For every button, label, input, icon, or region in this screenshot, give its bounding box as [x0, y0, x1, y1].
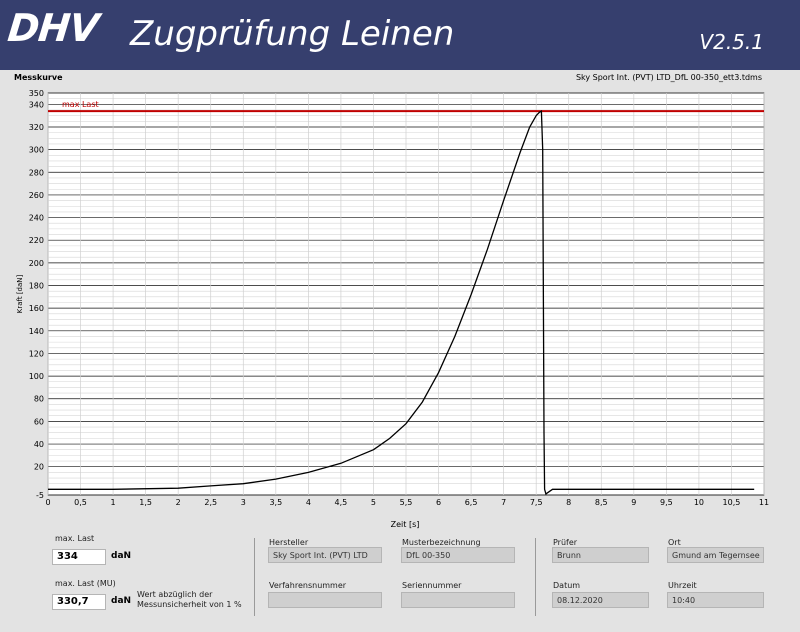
- plot-title: Messkurve: [14, 73, 63, 82]
- x-tick-label: 11: [759, 498, 769, 507]
- divider: [254, 538, 255, 616]
- x-tick-label: 1,5: [139, 498, 152, 507]
- x-tick-label: 9: [631, 498, 636, 507]
- y-tick-label: 100: [29, 372, 44, 381]
- dhv-logo: DHV: [5, 6, 101, 50]
- y-tick-label: 60: [34, 417, 44, 426]
- x-tick-label: 5: [371, 498, 376, 507]
- y-tick-label: 300: [29, 146, 44, 155]
- procedure-number-field[interactable]: [268, 592, 382, 608]
- y-tick-label: 220: [29, 236, 44, 245]
- y-tick-label: 20: [34, 463, 44, 472]
- model-label: Musterbezeichnung: [402, 538, 481, 547]
- tester-label: Prüfer: [553, 538, 578, 547]
- x-tick-label: 8,5: [595, 498, 608, 507]
- y-tick-label: -5: [36, 491, 44, 500]
- x-tick-label: 1: [111, 498, 116, 507]
- serial-number-label: Seriennummer: [402, 581, 462, 590]
- x-tick-label: 6,5: [465, 498, 478, 507]
- x-tick-label: 10,5: [723, 498, 741, 507]
- x-tick-label: 2: [176, 498, 181, 507]
- x-tick-label: 2,5: [204, 498, 217, 507]
- max-load-label: max Last: [62, 100, 99, 109]
- divider: [535, 538, 536, 616]
- x-tick-label: 5,5: [400, 498, 413, 507]
- model-field[interactable]: DfL 00-350: [401, 547, 515, 563]
- x-tick-label: 7,5: [530, 498, 543, 507]
- location-label: Ort: [668, 538, 681, 547]
- y-tick-label: 260: [29, 191, 44, 200]
- y-tick-label: 180: [29, 282, 44, 291]
- x-tick-label: 6: [436, 498, 441, 507]
- x-tick-label: 4: [306, 498, 311, 507]
- y-tick-label: 200: [29, 259, 44, 268]
- max-load-value: 334: [52, 549, 106, 565]
- max-load-mu-unit: daN: [111, 596, 132, 606]
- manufacturer-label: Hersteller: [269, 538, 309, 547]
- header-bar: DHV Zugprüfung Leinen V2.5.1: [0, 0, 800, 70]
- y-tick-label: 320: [29, 123, 44, 132]
- force-time-chart: -520406080100120140160180200220240260280…: [16, 89, 769, 529]
- x-tick-label: 0: [45, 498, 50, 507]
- mu-note: Wert abzüglich der Messunsicherheit von …: [137, 590, 242, 609]
- max-load-caption: max. Last: [55, 534, 95, 543]
- procedure-number-label: Verfahrensnummer: [269, 581, 347, 590]
- y-tick-label: 40: [34, 440, 44, 449]
- tester-field[interactable]: Brunn: [552, 547, 649, 563]
- serial-number-field[interactable]: [401, 592, 515, 608]
- time-field[interactable]: 10:40: [667, 592, 764, 608]
- max-load-mu-value: 330,7: [52, 594, 106, 610]
- x-tick-label: 3: [241, 498, 246, 507]
- y-tick-label: 240: [29, 214, 44, 223]
- manufacturer-field[interactable]: Sky Sport Int. (PVT) LTD: [268, 547, 382, 563]
- y-tick-label: 350: [29, 89, 44, 98]
- version-label: V2.5.1: [699, 30, 764, 54]
- y-tick-label: 120: [29, 349, 44, 358]
- x-tick-label: 9,5: [660, 498, 673, 507]
- max-load-mu-caption: max. Last (MU): [55, 579, 116, 588]
- y-tick-label: 160: [29, 304, 44, 313]
- x-tick-label: 8: [566, 498, 571, 507]
- x-tick-label: 7: [501, 498, 506, 507]
- date-field[interactable]: 08.12.2020: [552, 592, 649, 608]
- y-tick-label: 340: [29, 100, 44, 109]
- x-tick-label: 10: [694, 498, 704, 507]
- x-axis-label: Zeit [s]: [391, 520, 420, 529]
- y-axis-label: Kraft [daN]: [16, 274, 24, 313]
- force-curve-line: [48, 109, 755, 495]
- x-tick-label: 4,5: [335, 498, 348, 507]
- x-tick-label: 3,5: [269, 498, 282, 507]
- app-title: Zugprüfung Leinen: [130, 14, 455, 54]
- location-field[interactable]: Gmund am Tegernsee: [667, 547, 764, 563]
- file-name: Sky Sport Int. (PVT) LTD_DfL 00-350_ett3…: [575, 73, 762, 82]
- y-tick-label: 280: [29, 168, 44, 177]
- y-tick-label: 80: [34, 395, 44, 404]
- date-label: Datum: [553, 581, 581, 590]
- y-tick-label: 140: [29, 327, 44, 336]
- max-load-unit: daN: [111, 551, 132, 561]
- time-label: Uhrzeit: [668, 581, 697, 590]
- x-tick-label: 0,5: [74, 498, 87, 507]
